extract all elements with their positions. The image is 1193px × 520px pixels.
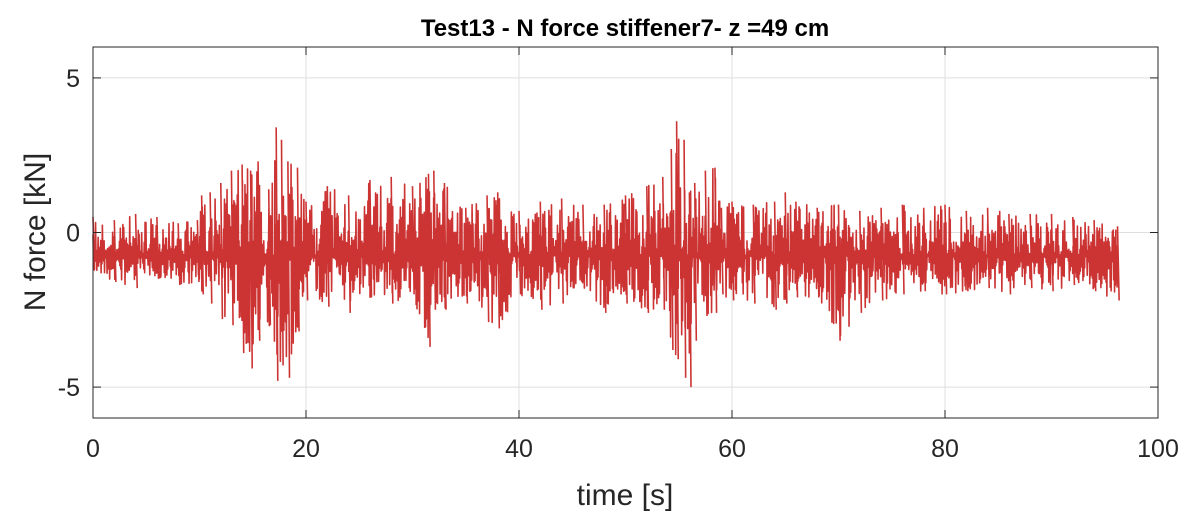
- series-force-signal: [92, 121, 1120, 388]
- x-tick-label: 60: [718, 435, 746, 463]
- y-tick-label: 0: [66, 220, 80, 248]
- y-tick-label: -5: [58, 374, 80, 402]
- x-tick-label: 100: [1137, 435, 1179, 463]
- x-tick-label: 40: [505, 435, 533, 463]
- y-tick-label: 5: [66, 65, 80, 93]
- y-axis-label: N force [kN]: [19, 153, 52, 311]
- x-tick-label: 20: [292, 435, 320, 463]
- series-line: [92, 121, 1120, 388]
- x-tick-label: 0: [86, 435, 100, 463]
- x-tick-label: 80: [931, 435, 959, 463]
- x-axis-label: time [s]: [577, 479, 674, 512]
- axis-ticks: 0 20 40 60 80 100 -5 0 5: [58, 47, 1179, 463]
- chart-title: Test13 - N force stiffener7- z =49 cm: [421, 15, 829, 42]
